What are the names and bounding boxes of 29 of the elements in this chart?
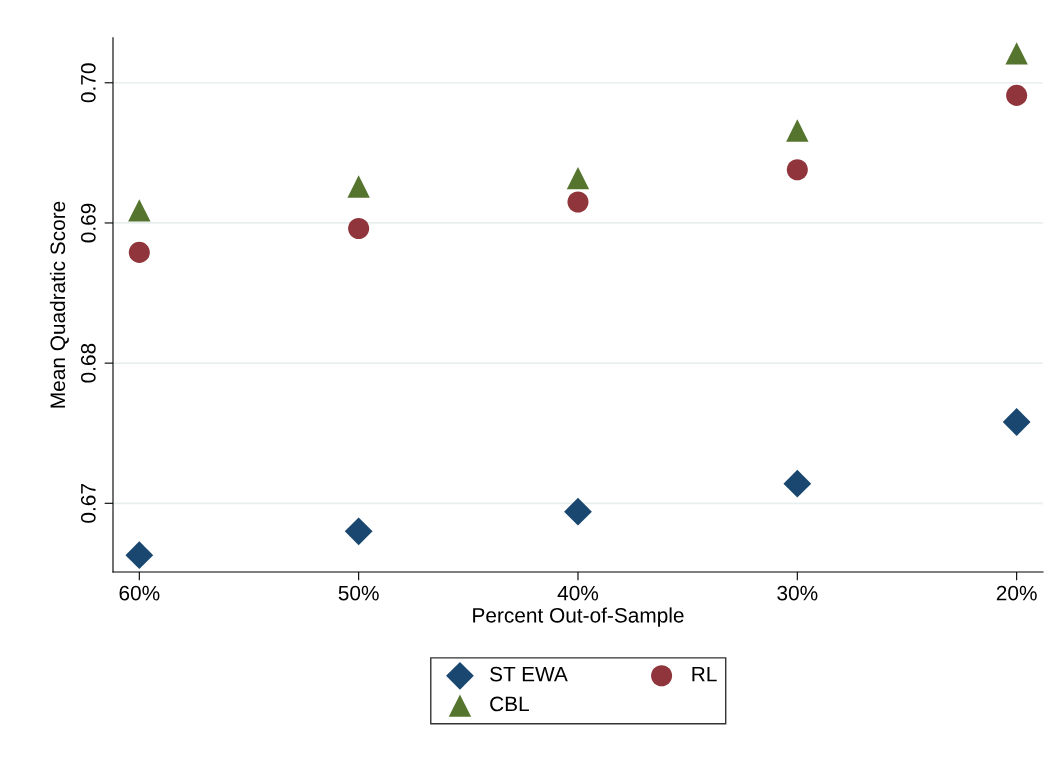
point [347,175,370,198]
y-tick-label: 0.67 [80,484,96,523]
point [1002,408,1031,436]
point [786,119,809,142]
point [344,517,373,546]
legend-label: ST EWA [490,666,568,682]
point [1005,42,1028,65]
x-axis-title: Percent Out-of-Sample [473,607,684,627]
point [125,541,154,570]
y-axis-title: Mean Quadratic Score [49,201,69,408]
point [128,199,151,222]
point [1006,84,1028,106]
point [348,218,370,240]
point [564,497,592,526]
y-tick-label: 0.69 [80,203,96,243]
y-tick-label: 0.70 [80,63,96,103]
x-tick-label: 40% [557,585,599,601]
point [783,469,812,498]
point [786,159,808,181]
x-tick-label: 50% [338,585,379,601]
x-tick-label: 30% [777,585,818,601]
legend-label: RL [692,666,717,682]
legend-label: CBL [490,696,529,712]
point [567,191,589,213]
x-tick-label: 60% [119,585,160,601]
point [566,166,590,190]
point [128,241,150,263]
y-tick-label: 0.68 [80,343,96,383]
x-tick-label: 20% [996,585,1037,601]
